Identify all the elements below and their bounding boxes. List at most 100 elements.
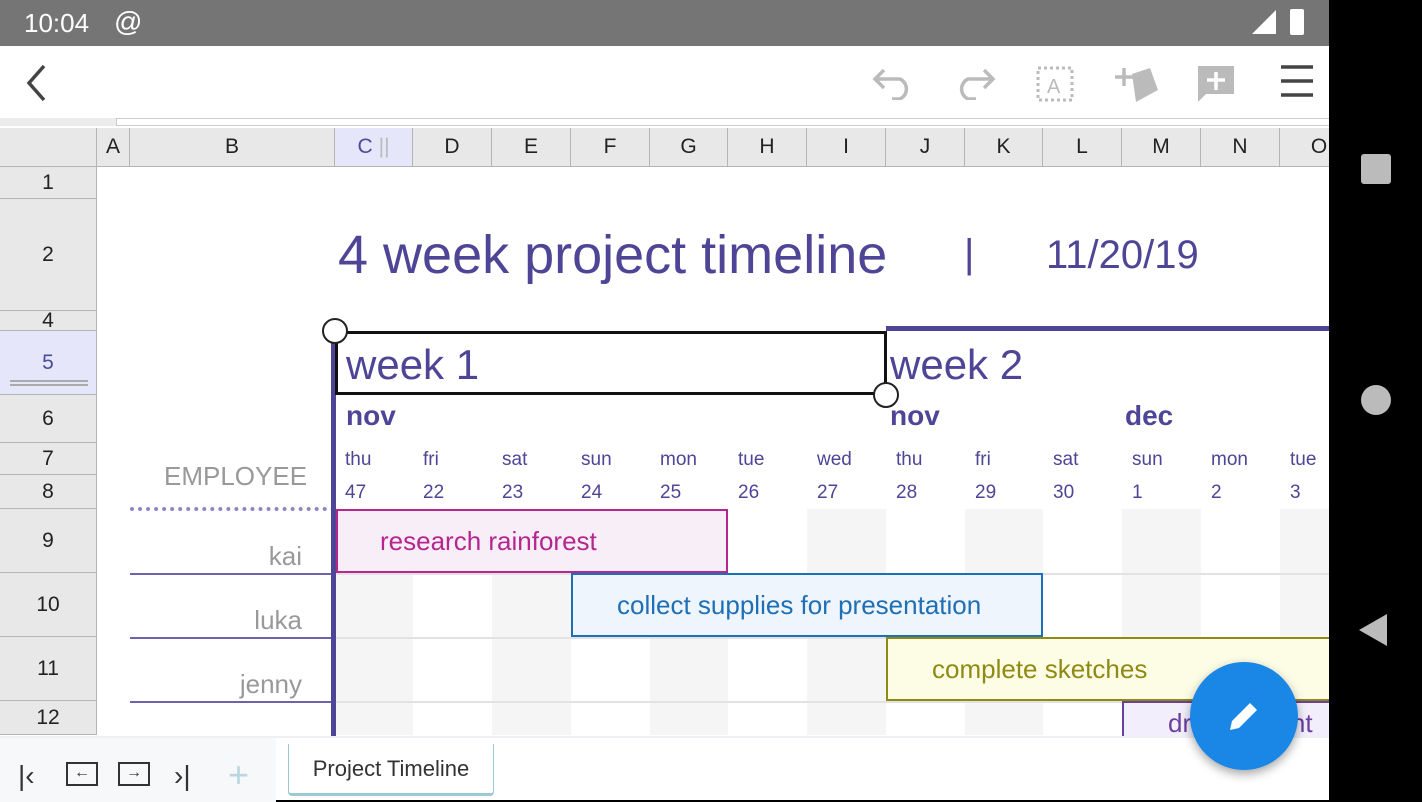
back-button[interactable] — [1359, 614, 1387, 646]
next-sheet-icon[interactable]: → — [118, 762, 150, 786]
task-bar[interactable]: collect supplies for presentation — [571, 573, 1043, 637]
menu-icon[interactable] — [1280, 64, 1314, 98]
column-header-J[interactable]: J — [886, 128, 965, 167]
month-label: dec — [1125, 400, 1174, 431]
row-header-2[interactable]: 2 — [0, 199, 97, 311]
row-header-12[interactable]: 12 — [0, 701, 97, 735]
task-bar[interactable]: research rainforest — [336, 509, 728, 573]
status-bar: 10:04 @ — [0, 0, 1329, 46]
sheet-tab-bar: |‹ ← → ›| + Project Timeline — [0, 736, 1329, 802]
day-number: 29 — [975, 482, 997, 503]
svg-text:A: A — [1047, 76, 1061, 98]
row-header-7[interactable]: 7 — [0, 443, 97, 475]
clock: 10:04 — [24, 8, 90, 38]
employee-name: luka — [254, 605, 302, 635]
column-header-O[interactable]: O — [1280, 128, 1329, 167]
day-name: thu — [896, 449, 923, 470]
column-header-E[interactable]: E — [492, 128, 571, 167]
column-header-H[interactable]: H — [728, 128, 807, 167]
day-name: sun — [1132, 449, 1163, 470]
gridline — [335, 701, 1329, 703]
month-label: nov — [890, 400, 940, 431]
employee-divider — [130, 573, 335, 575]
column-header-G[interactable]: G — [650, 128, 728, 167]
day-name: mon — [660, 449, 697, 470]
column-header-L[interactable]: L — [1043, 128, 1122, 167]
edit-pencil-icon — [1230, 703, 1257, 730]
day-number: 47 — [345, 482, 367, 503]
edit-fab-button[interactable] — [1190, 662, 1298, 770]
day-name: thu — [345, 449, 372, 470]
day-name: wed — [817, 449, 852, 470]
weekend-shade — [492, 573, 571, 735]
select-all-corner[interactable] — [0, 128, 97, 167]
day-name: sat — [502, 449, 528, 470]
undo-icon[interactable] — [872, 66, 916, 100]
day-name: sat — [1053, 449, 1079, 470]
day-number: 3 — [1290, 482, 1301, 503]
column-header-F[interactable]: F — [571, 128, 650, 167]
row-header-6[interactable]: 6 — [0, 395, 97, 443]
employee-header-underline — [130, 507, 335, 511]
add-sheet-icon[interactable]: + — [228, 754, 250, 795]
title-separator: | — [964, 232, 975, 276]
last-sheet-icon[interactable]: ›| — [174, 760, 191, 791]
column-header-N[interactable]: N — [1201, 128, 1280, 167]
column-header-I[interactable]: I — [807, 128, 886, 167]
row-resize-handle[interactable] — [10, 380, 88, 386]
add-shape-icon[interactable] — [1112, 64, 1160, 104]
gridline — [335, 637, 1329, 639]
battery-charging-icon — [1290, 9, 1304, 35]
column-header-M[interactable]: M — [1122, 128, 1201, 167]
selection-handle-end[interactable] — [873, 382, 899, 408]
page-title: 4 week project timeline — [338, 225, 888, 285]
selection-handle-start[interactable] — [322, 318, 348, 344]
column-header-B[interactable]: B — [130, 128, 335, 167]
row-header-9[interactable]: 9 — [0, 509, 97, 573]
day-number: 25 — [660, 482, 682, 503]
column-header-K[interactable]: K — [965, 128, 1043, 167]
toolbar: A — [0, 46, 1329, 118]
row-header-1[interactable]: 1 — [0, 167, 97, 199]
text-box-icon[interactable]: A — [1034, 64, 1076, 104]
day-number: 22 — [423, 482, 445, 503]
weekend-shade — [335, 573, 413, 735]
row-header-8[interactable]: 8 — [0, 475, 97, 509]
redo-icon[interactable] — [952, 66, 996, 100]
employee-name: jenny — [239, 669, 302, 699]
cell-selection[interactable] — [335, 331, 887, 395]
sheet-tab-project-timeline[interactable]: Project Timeline — [288, 744, 494, 796]
day-name: tue — [738, 449, 765, 470]
day-name: mon — [1211, 449, 1248, 470]
day-number: 27 — [817, 482, 839, 503]
row-header-4[interactable]: 4 — [0, 309, 97, 332]
add-comment-icon[interactable] — [1196, 64, 1238, 106]
row-header-5[interactable]: 5 — [0, 331, 97, 395]
day-number: 26 — [738, 482, 760, 503]
timeline-start-line — [331, 329, 336, 736]
week-2-line — [886, 326, 1329, 331]
recents-button[interactable] — [1361, 154, 1391, 184]
day-number: 23 — [502, 482, 524, 503]
first-sheet-icon[interactable]: |‹ — [18, 760, 35, 791]
column-header-C[interactable]: C || — [335, 128, 413, 167]
row-header-11[interactable]: 11 — [0, 637, 97, 701]
month-label: nov — [346, 400, 396, 431]
row-header-10[interactable]: 10 — [0, 573, 97, 637]
spreadsheet-grid[interactable]: A B C || D E F G H I J K L M N O 1 2 4 5 6 7 8 9 10 11 12 4 week pr… — [0, 118, 1329, 736]
day-name: tue — [1290, 449, 1317, 470]
formula-bar-handle — [0, 118, 116, 126]
day-number: 1 — [1132, 482, 1143, 503]
column-resize-handle[interactable]: || — [378, 135, 390, 158]
employee-name: kai — [268, 541, 302, 571]
previous-sheet-icon[interactable]: ← — [66, 762, 98, 786]
day-number: 30 — [1053, 482, 1075, 503]
formula-bar[interactable] — [116, 118, 1329, 126]
column-header-A[interactable]: A — [97, 128, 130, 167]
home-button[interactable] — [1361, 385, 1391, 415]
column-header-D[interactable]: D — [413, 128, 492, 167]
signal-icon — [1252, 10, 1276, 34]
android-nav-bar — [1329, 0, 1422, 800]
day-number: 24 — [581, 482, 603, 503]
back-icon[interactable] — [24, 64, 50, 102]
